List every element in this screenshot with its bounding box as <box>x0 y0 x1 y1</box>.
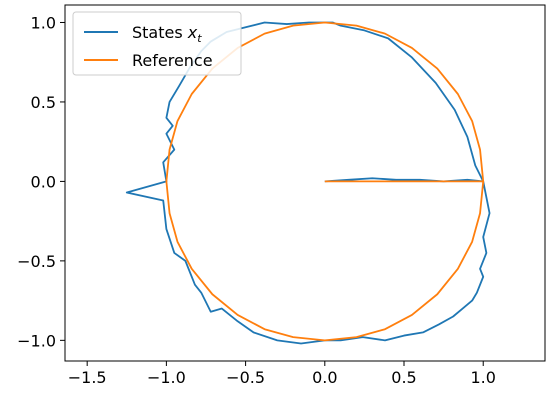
y-axis-ticks: 1.0 0.5 0.0 −0.5 −1.0 <box>17 13 65 350</box>
legend-label-states-subscript: t <box>197 32 202 45</box>
legend: States xt Reference <box>72 11 242 76</box>
x-tick-label: 1.0 <box>470 368 495 387</box>
y-tick-label: 0.0 <box>31 172 56 191</box>
y-tick-label: 0.5 <box>31 93 56 112</box>
legend-label-states-x: x <box>187 23 198 42</box>
series-layer <box>125 21 491 345</box>
plot-area-border <box>64 4 546 362</box>
x-tick-label: 0.5 <box>391 368 416 387</box>
x-tick-label: 0.0 <box>312 368 337 387</box>
y-tick-label: −1.0 <box>17 331 56 350</box>
legend-label-states: States xt <box>132 23 202 45</box>
series-states-line <box>125 21 491 345</box>
series-reference-line <box>165 21 485 342</box>
x-axis-ticks: −1.5 −1.0 −0.5 0.0 0.5 1.0 <box>68 361 496 387</box>
axes-frame <box>64 4 546 362</box>
x-tick-label: −1.0 <box>147 368 186 387</box>
x-tick-label: −1.5 <box>68 368 107 387</box>
x-tick-label: −0.5 <box>226 368 265 387</box>
y-tick-label: −0.5 <box>17 252 56 271</box>
legend-label-states-main: States <box>132 23 188 42</box>
legend-label-reference: Reference <box>132 51 213 70</box>
y-tick-label: 1.0 <box>31 13 56 32</box>
